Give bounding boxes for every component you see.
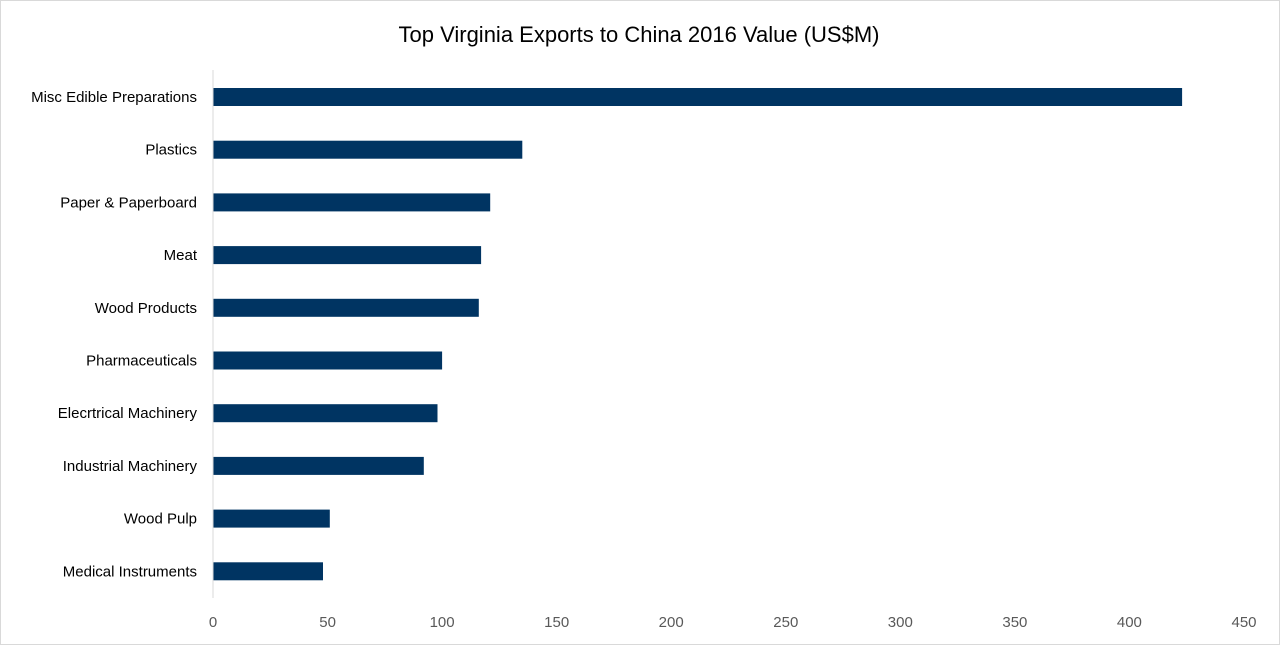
- x-tick-label: 0: [209, 614, 217, 631]
- category-label: Medical Instruments: [63, 563, 197, 580]
- category-label: Wood Products: [95, 300, 197, 317]
- x-tick-label: 450: [1231, 614, 1256, 631]
- bar-9: [213, 562, 323, 581]
- category-label: Misc Edible Preparations: [31, 89, 197, 106]
- x-tick-label: 200: [659, 614, 684, 631]
- chart-title: Top Virginia Exports to China 2016 Value…: [399, 22, 880, 47]
- bar-7: [213, 456, 424, 475]
- category-label: Industrial Machinery: [63, 458, 198, 475]
- bar-3: [213, 246, 482, 265]
- bar-6: [213, 404, 438, 423]
- bar-2: [213, 193, 491, 212]
- category-label: Elecrtrical Machinery: [58, 405, 198, 422]
- bar-8: [213, 509, 330, 528]
- bars-group: [213, 88, 1183, 581]
- category-label: Paper & Paperboard: [60, 194, 197, 211]
- bar-4: [213, 298, 479, 317]
- bar-0: [213, 88, 1183, 106]
- x-tick-label: 400: [1117, 614, 1142, 631]
- category-labels: Misc Edible Preparations Plastics Paper & …: [31, 89, 198, 580]
- x-tick-label: 300: [888, 614, 913, 631]
- bar-1: [213, 140, 523, 159]
- category-label: Meat: [164, 247, 198, 264]
- category-label: Plastics: [145, 142, 197, 159]
- bar-5: [213, 351, 443, 370]
- x-tick-label: 50: [319, 614, 336, 631]
- x-tick-label: 100: [430, 614, 455, 631]
- x-tick-label: 250: [773, 614, 798, 631]
- x-tick-label: 350: [1002, 614, 1027, 631]
- value-axis-ticks: 0 50 100 150 200 250 300 350 400 450: [209, 614, 1257, 631]
- x-tick-label: 150: [544, 614, 569, 631]
- category-label: Wood Pulp: [124, 511, 197, 528]
- category-label: Pharmaceuticals: [86, 353, 197, 370]
